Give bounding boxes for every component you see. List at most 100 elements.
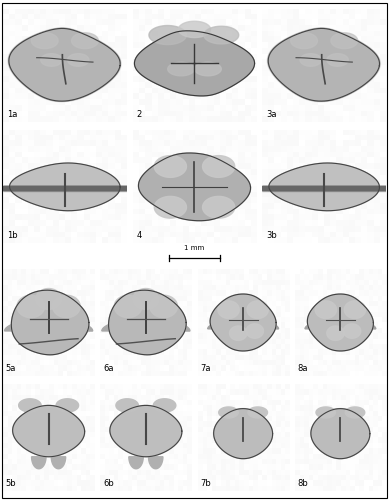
Bar	[3, 188, 126, 189]
Polygon shape	[345, 407, 365, 418]
Polygon shape	[230, 326, 247, 340]
Bar	[263, 189, 386, 190]
Polygon shape	[305, 318, 376, 329]
Text: 1a: 1a	[7, 110, 17, 119]
Polygon shape	[129, 457, 143, 468]
Text: 1 mm: 1 mm	[184, 246, 205, 252]
Polygon shape	[208, 318, 279, 329]
Polygon shape	[218, 301, 239, 318]
Polygon shape	[8, 28, 121, 102]
Bar	[3, 187, 126, 188]
Bar	[263, 190, 386, 191]
Polygon shape	[248, 407, 268, 418]
Text: 3b: 3b	[266, 231, 277, 240]
Polygon shape	[267, 28, 380, 102]
Polygon shape	[291, 33, 317, 48]
Polygon shape	[17, 295, 45, 318]
Bar	[3, 189, 126, 190]
Polygon shape	[154, 196, 186, 218]
Polygon shape	[149, 457, 163, 468]
Polygon shape	[9, 28, 120, 101]
Bar	[3, 186, 126, 188]
Polygon shape	[315, 301, 336, 318]
Polygon shape	[9, 28, 121, 102]
Polygon shape	[56, 399, 79, 412]
Polygon shape	[19, 399, 41, 412]
Text: 7b: 7b	[200, 479, 211, 488]
Polygon shape	[11, 290, 89, 355]
Text: 5a: 5a	[6, 364, 16, 373]
Polygon shape	[68, 54, 89, 66]
Bar	[3, 188, 126, 190]
Polygon shape	[269, 163, 379, 210]
Polygon shape	[12, 406, 85, 457]
Polygon shape	[102, 318, 190, 331]
Text: 2: 2	[137, 110, 142, 119]
Bar	[3, 190, 126, 192]
Polygon shape	[114, 295, 142, 318]
Bar	[3, 186, 126, 188]
Bar	[3, 188, 126, 189]
Bar	[263, 187, 386, 188]
Polygon shape	[135, 31, 254, 96]
Polygon shape	[116, 399, 138, 412]
Polygon shape	[32, 33, 58, 48]
Polygon shape	[9, 28, 120, 101]
Polygon shape	[133, 288, 159, 310]
Polygon shape	[331, 33, 357, 48]
Polygon shape	[268, 28, 380, 101]
Bar	[263, 186, 386, 187]
Bar	[3, 188, 126, 190]
Polygon shape	[5, 318, 93, 331]
Polygon shape	[8, 28, 121, 102]
Polygon shape	[32, 457, 46, 468]
Polygon shape	[8, 28, 121, 102]
Polygon shape	[344, 301, 366, 318]
Bar	[263, 189, 386, 190]
Text: 8a: 8a	[298, 364, 308, 373]
Polygon shape	[268, 28, 380, 102]
Polygon shape	[307, 294, 373, 351]
Polygon shape	[154, 156, 186, 178]
Polygon shape	[327, 54, 348, 66]
Polygon shape	[268, 28, 380, 102]
Polygon shape	[36, 288, 61, 310]
Bar	[263, 188, 386, 190]
Polygon shape	[268, 28, 380, 102]
Bar	[263, 188, 386, 190]
Polygon shape	[51, 457, 66, 468]
Bar	[3, 186, 126, 188]
Bar	[263, 186, 386, 188]
Polygon shape	[194, 62, 221, 76]
Polygon shape	[149, 26, 186, 44]
Text: 5b: 5b	[6, 479, 16, 488]
Polygon shape	[203, 196, 235, 218]
Polygon shape	[9, 28, 121, 102]
Text: 6a: 6a	[103, 364, 114, 373]
Bar	[263, 188, 386, 189]
Text: 8b: 8b	[298, 479, 308, 488]
Polygon shape	[327, 326, 344, 340]
Polygon shape	[204, 26, 239, 44]
Polygon shape	[219, 407, 238, 418]
Polygon shape	[316, 407, 335, 418]
Polygon shape	[267, 28, 380, 102]
Polygon shape	[210, 294, 276, 351]
Polygon shape	[41, 54, 62, 66]
Polygon shape	[109, 290, 186, 355]
Bar	[3, 188, 126, 190]
Text: 4: 4	[137, 231, 142, 240]
Bar	[263, 186, 386, 188]
Polygon shape	[247, 301, 268, 318]
Bar	[263, 186, 386, 188]
Polygon shape	[343, 324, 361, 338]
Polygon shape	[8, 28, 121, 102]
Polygon shape	[8, 28, 121, 102]
Polygon shape	[179, 21, 210, 38]
Polygon shape	[110, 406, 182, 457]
Bar	[263, 186, 386, 187]
Bar	[3, 190, 126, 191]
Polygon shape	[268, 28, 380, 101]
Polygon shape	[10, 163, 120, 210]
Text: 7a: 7a	[200, 364, 211, 373]
